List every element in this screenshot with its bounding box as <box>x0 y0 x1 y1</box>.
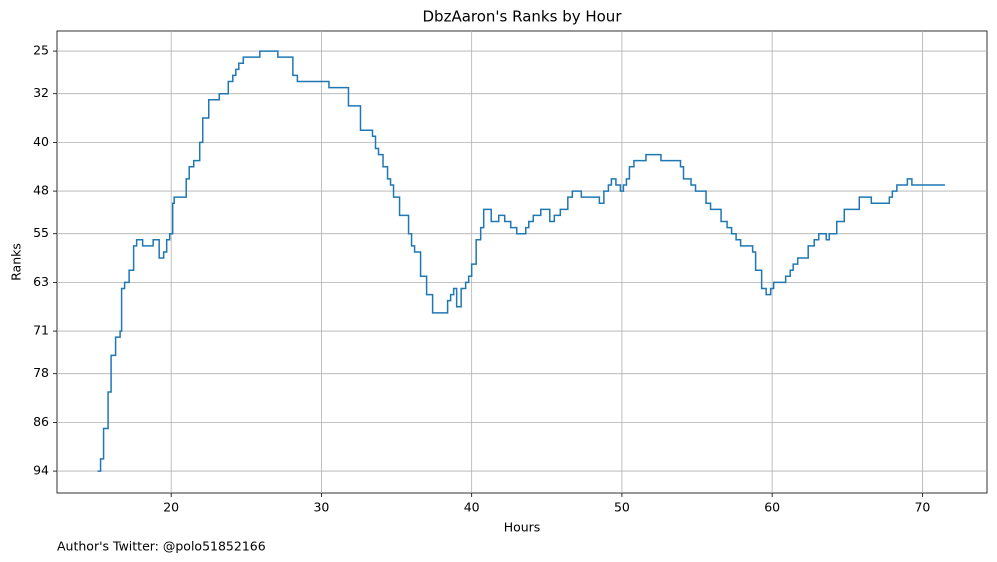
x-tick-label: 50 <box>614 500 630 515</box>
step-line <box>97 50 945 472</box>
x-tick-label: 20 <box>163 500 179 515</box>
x-tick-label: 40 <box>464 500 480 515</box>
y-tick-label: 86 <box>33 414 49 429</box>
y-tick-label: 40 <box>33 134 49 149</box>
y-tick-label: 55 <box>33 225 49 240</box>
x-axis-label: Hours <box>504 520 541 535</box>
x-tick-label: 70 <box>914 500 930 515</box>
y-axis-label: Ranks <box>9 243 24 281</box>
y-tick-label: 78 <box>33 365 49 380</box>
plot-frame <box>56 30 988 494</box>
y-tick-label: 25 <box>33 43 49 58</box>
y-tick-label: 32 <box>33 85 49 100</box>
y-tick-label: 94 <box>33 463 49 478</box>
footnote: Author's Twitter: @polo51852166 <box>57 539 266 554</box>
x-tick-label: 30 <box>313 500 329 515</box>
x-tick-label: 60 <box>764 500 780 515</box>
chart-title: DbzAaron's Ranks by Hour <box>423 8 623 26</box>
y-tick-label: 48 <box>33 183 49 198</box>
y-tick-label: 63 <box>33 274 49 289</box>
y-tick-label: 71 <box>33 323 49 338</box>
